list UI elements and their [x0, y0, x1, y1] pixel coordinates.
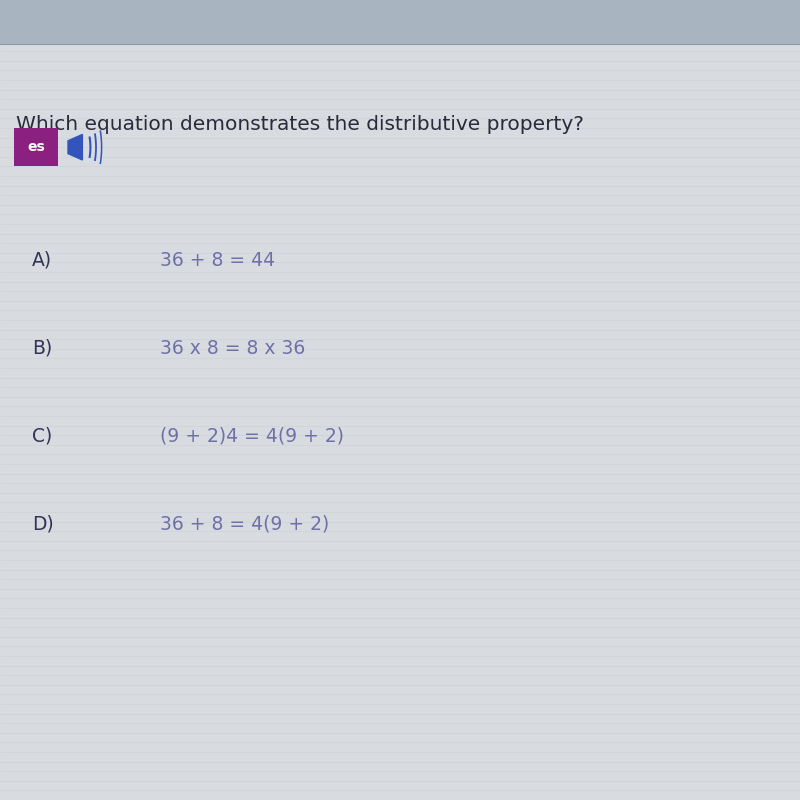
Text: es: es	[27, 140, 45, 154]
Text: (9 + 2)4 = 4(9 + 2): (9 + 2)4 = 4(9 + 2)	[160, 426, 344, 446]
Polygon shape	[68, 134, 82, 160]
Text: B): B)	[32, 338, 52, 358]
Text: A): A)	[32, 250, 52, 270]
Bar	[0, 0, 800, 44]
Text: 36 + 8 = 4(9 + 2): 36 + 8 = 4(9 + 2)	[160, 514, 330, 534]
FancyBboxPatch shape	[14, 128, 58, 166]
Text: C): C)	[32, 426, 52, 446]
Text: D): D)	[32, 514, 54, 534]
Text: 36 x 8 = 8 x 36: 36 x 8 = 8 x 36	[160, 338, 306, 358]
Text: 36 + 8 = 44: 36 + 8 = 44	[160, 250, 275, 270]
Text: Which equation demonstrates the distributive property?: Which equation demonstrates the distribu…	[16, 114, 584, 134]
